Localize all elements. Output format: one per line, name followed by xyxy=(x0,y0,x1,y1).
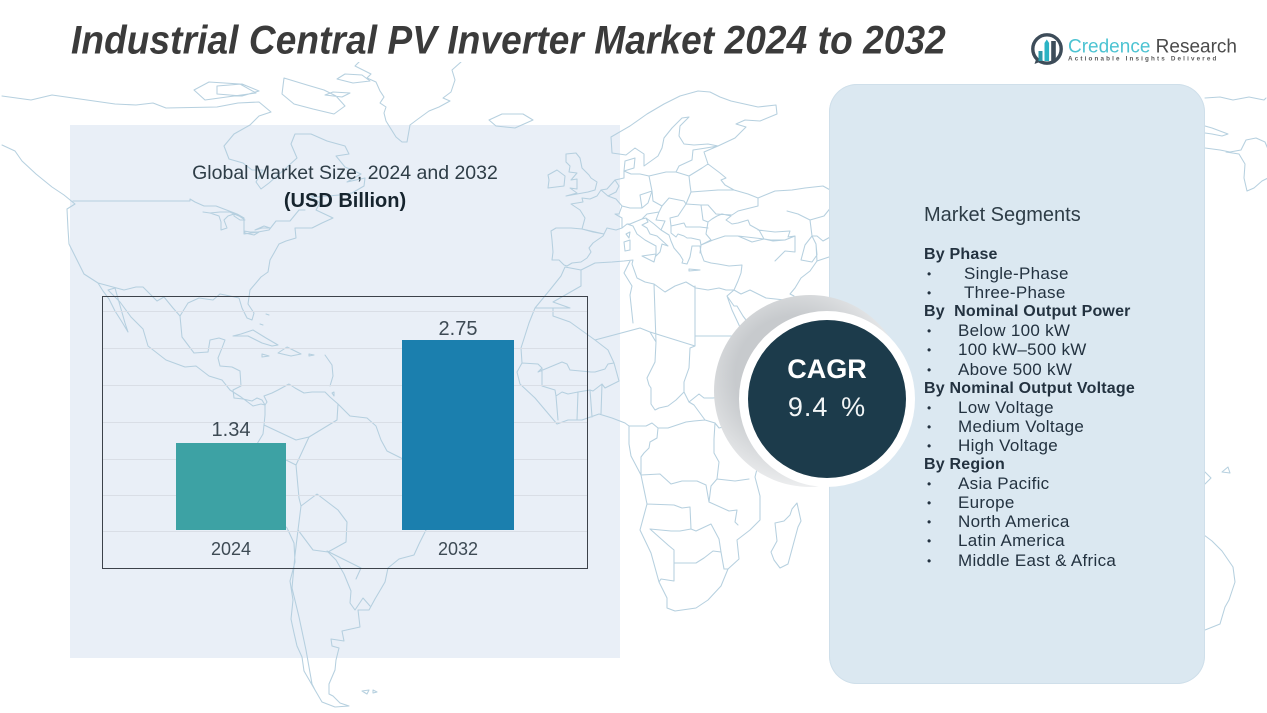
svg-text:Actionable Insights Delivered: Actionable Insights Delivered xyxy=(1068,56,1219,63)
svg-text:Credence Research: Credence Research xyxy=(1068,37,1237,58)
svg-text:9.4 %: 9.4 % xyxy=(788,392,866,422)
svg-text:CAGR: CAGR xyxy=(787,354,867,384)
